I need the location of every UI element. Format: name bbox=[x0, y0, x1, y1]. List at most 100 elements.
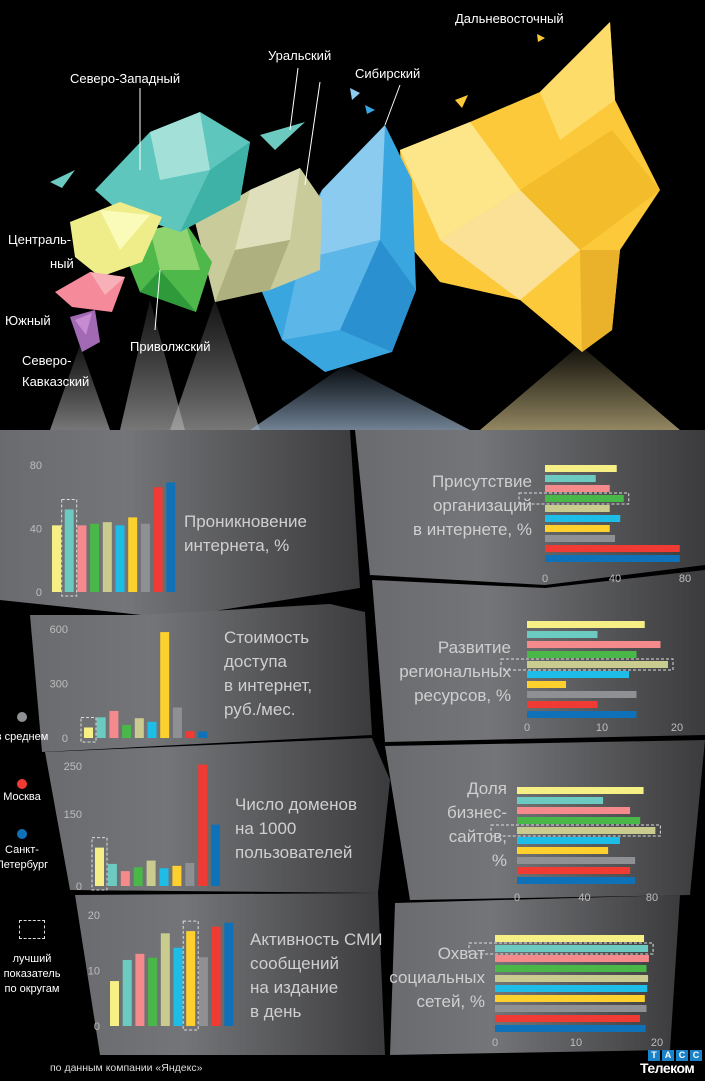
chart-3-title: Число доменов на 1000 пользователей bbox=[235, 795, 358, 862]
region-ural bbox=[195, 168, 322, 302]
axis-tick-label: 0 bbox=[62, 733, 68, 745]
bar bbox=[545, 515, 621, 522]
axis-tick-label: 0 bbox=[514, 892, 520, 904]
bar bbox=[166, 482, 176, 592]
bar bbox=[517, 827, 656, 834]
beam bbox=[480, 345, 680, 430]
bar bbox=[172, 865, 182, 886]
bar bbox=[64, 509, 74, 592]
bar bbox=[211, 824, 221, 886]
legend-best: лучший показатель по округам bbox=[3, 953, 61, 995]
label-leader-lines bbox=[139, 67, 401, 331]
axis-tick-label: 0 bbox=[94, 1021, 100, 1033]
bar bbox=[134, 718, 144, 738]
bar bbox=[495, 935, 645, 942]
bar bbox=[517, 837, 620, 844]
region-north-caucasus bbox=[70, 310, 100, 352]
axis-tick-label: 10 bbox=[596, 722, 608, 734]
region-northwest bbox=[50, 112, 305, 232]
light-beams bbox=[50, 300, 680, 430]
bar bbox=[198, 957, 208, 1026]
source-note: по данным компании «Яндекс» bbox=[50, 1062, 203, 1074]
bar bbox=[107, 863, 117, 886]
axis-tick-label: 20 bbox=[671, 722, 683, 734]
bar bbox=[527, 631, 598, 638]
axis-tick-label: 600 bbox=[50, 624, 68, 636]
bar bbox=[527, 661, 668, 668]
legend-average-dot bbox=[17, 712, 27, 722]
bar bbox=[173, 947, 183, 1026]
label-caucasus-2: Кавказский bbox=[22, 374, 90, 389]
region-central bbox=[70, 202, 162, 277]
label-central-2: ный bbox=[50, 256, 74, 271]
best-indicator-box bbox=[182, 920, 199, 1031]
legend-best-box bbox=[19, 920, 45, 939]
label-caucasus-1: Северо- bbox=[22, 353, 72, 368]
bar bbox=[198, 731, 208, 738]
bar bbox=[159, 868, 169, 886]
bar bbox=[135, 953, 145, 1026]
axis-tick-label: 0 bbox=[524, 722, 530, 734]
bar bbox=[160, 632, 170, 738]
axis-tick-label: 80 bbox=[646, 892, 658, 904]
bar bbox=[527, 621, 645, 628]
bar bbox=[517, 807, 631, 814]
axis-tick-label: 20 bbox=[651, 1037, 663, 1049]
bar bbox=[495, 955, 649, 962]
bar bbox=[96, 717, 106, 738]
axis-tick-label: 150 bbox=[64, 809, 82, 821]
beam bbox=[250, 365, 470, 430]
bar bbox=[495, 1025, 646, 1032]
axis-tick-label: 10 bbox=[570, 1037, 582, 1049]
russia-map bbox=[50, 22, 660, 372]
chart-4-title: Активность СМИ сообщений на издание в день bbox=[250, 930, 383, 1021]
best-indicator-box bbox=[91, 837, 108, 891]
legend-average: в среднем bbox=[0, 731, 49, 743]
bar bbox=[495, 985, 648, 992]
bar bbox=[109, 710, 119, 738]
bar bbox=[545, 555, 680, 562]
label-south: Южный bbox=[5, 313, 51, 328]
axis-tick-label: 0 bbox=[542, 573, 548, 585]
bar bbox=[545, 525, 610, 532]
bar bbox=[517, 867, 631, 874]
best-indicator-box bbox=[490, 824, 661, 837]
legend-moscow: Москва bbox=[3, 791, 41, 803]
beam bbox=[170, 300, 260, 430]
bar bbox=[527, 701, 598, 708]
best-indicator-box bbox=[500, 658, 674, 671]
label-volga: Приволжский bbox=[130, 339, 211, 354]
bar bbox=[224, 922, 234, 1026]
bar bbox=[140, 523, 150, 592]
label-far-east: Дальневосточный bbox=[455, 11, 564, 26]
bar bbox=[211, 926, 221, 1026]
bar bbox=[545, 505, 610, 512]
chart-2-title: Стоимость доступа в интернет, руб./мес. bbox=[224, 628, 313, 719]
bar bbox=[120, 871, 130, 886]
label-central-1: Централь- bbox=[8, 232, 72, 247]
axis-tick-label: 0 bbox=[36, 587, 42, 599]
axis-tick-label: 20 bbox=[88, 910, 100, 922]
label-siberia: Сибирский bbox=[355, 66, 421, 81]
beam bbox=[50, 345, 110, 430]
bar bbox=[52, 525, 61, 592]
charts: 0 40 80 0 300 600 0 150 250 0 10 20 0 40 80 0 10 20 0 40 80 0… bbox=[30, 460, 691, 1049]
bar bbox=[517, 787, 644, 794]
bar bbox=[110, 981, 119, 1026]
chart-1-title: Проникновение интернета, % bbox=[184, 512, 307, 555]
bar bbox=[527, 641, 661, 648]
beam bbox=[120, 300, 185, 430]
axis-tick-label: 0 bbox=[492, 1037, 498, 1049]
best-indicator-box bbox=[468, 942, 654, 955]
bar bbox=[527, 671, 629, 678]
axis-tick-label: 10 bbox=[88, 966, 100, 978]
bar bbox=[495, 995, 645, 1002]
best-indicator-box bbox=[80, 716, 97, 743]
axis-tick-label: 0 bbox=[76, 881, 82, 893]
best-indicator-box bbox=[518, 492, 630, 505]
panel-internet-penetration bbox=[0, 430, 360, 618]
bar bbox=[495, 945, 649, 952]
bar bbox=[545, 475, 596, 482]
bar bbox=[160, 933, 170, 1026]
